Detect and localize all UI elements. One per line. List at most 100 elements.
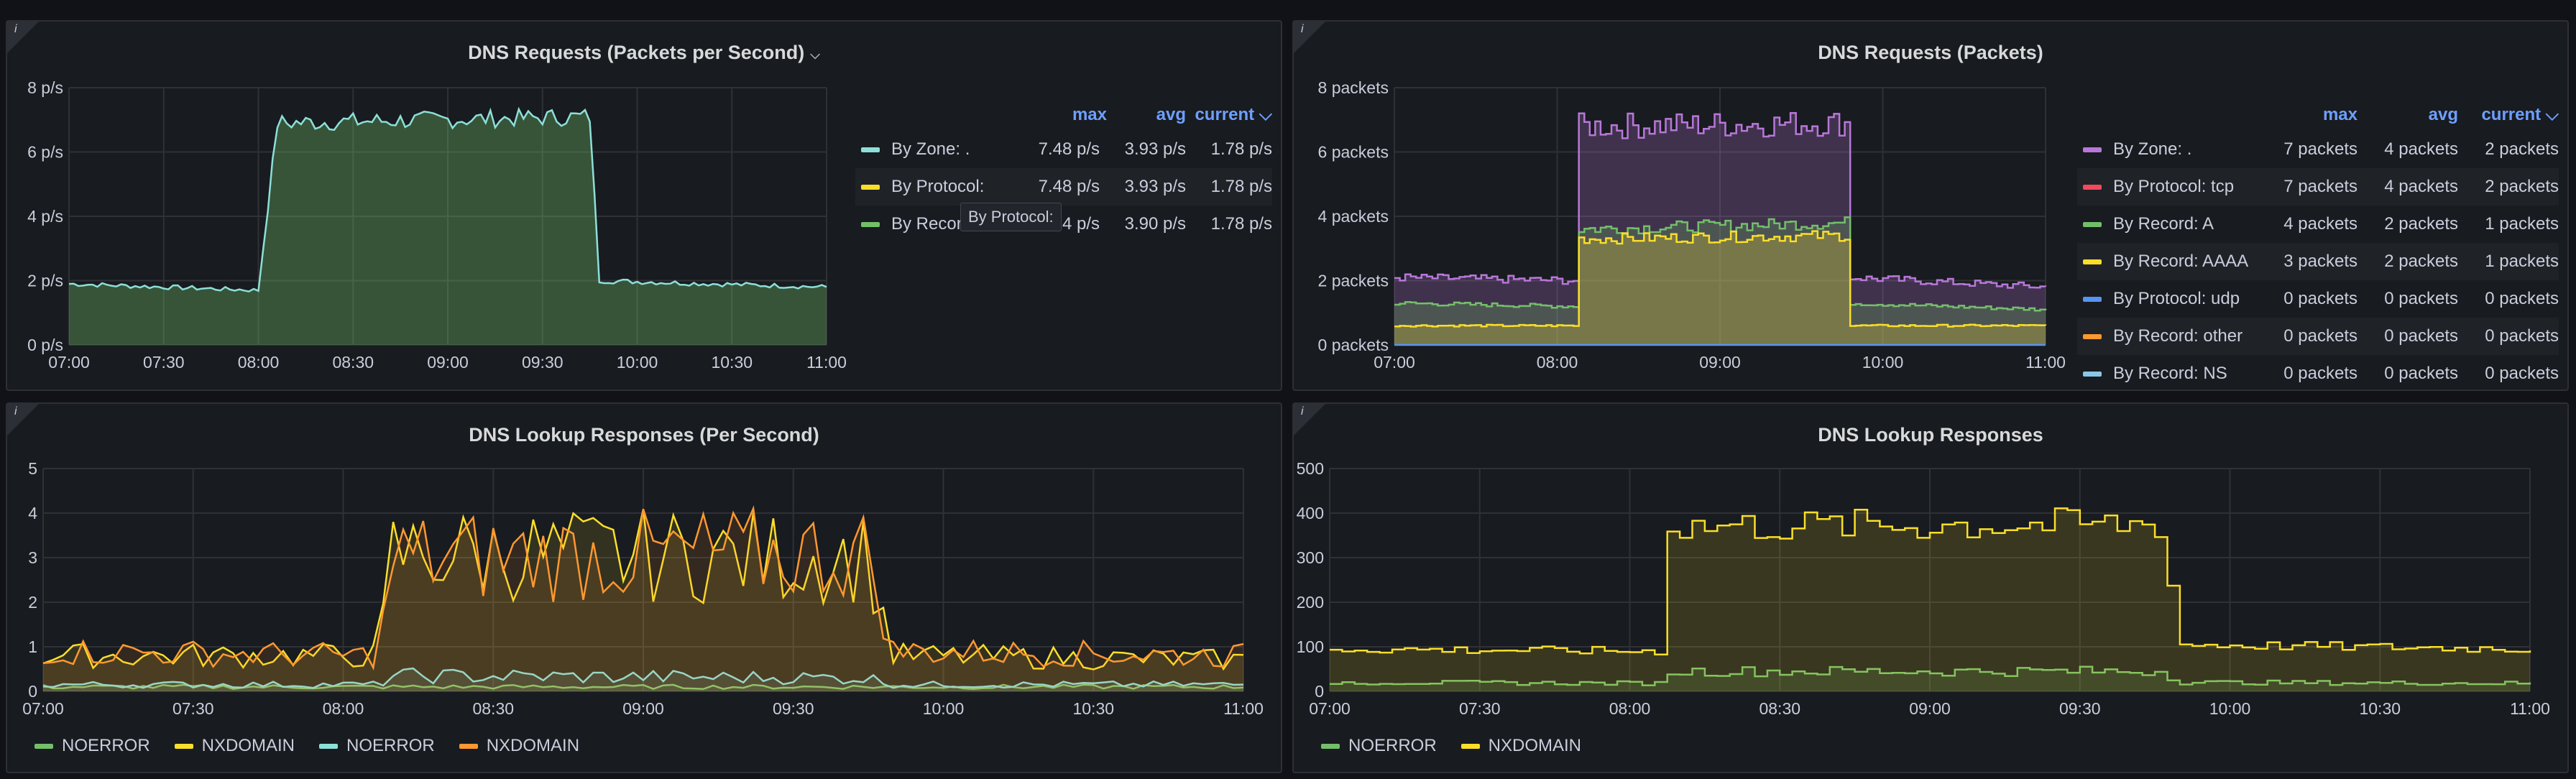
series-area xyxy=(43,668,1243,691)
chevron-down-icon[interactable]: ⌵ xyxy=(810,47,820,62)
legend-max-value: 7 packets xyxy=(2283,139,2358,159)
legend-row[interactable]: By Zone: . 7 packets 4 packets 2 packets xyxy=(2077,131,2559,168)
info-icon[interactable]: i xyxy=(1294,22,1325,53)
series-swatch[interactable] xyxy=(319,744,339,750)
x-tick-label: 08:30 xyxy=(1759,699,1800,718)
legend-series-name[interactable]: By Record: AAAA xyxy=(2113,252,2249,271)
panel-title[interactable]: DNS Lookup Responses xyxy=(1818,424,2043,446)
legend-series-name[interactable]: By Zone: . xyxy=(891,139,970,159)
legend-item[interactable]: NOERROR xyxy=(319,736,435,756)
legend-row[interactable]: By Protocol: udp 0 packets 0 packets 0 pack… xyxy=(2077,280,2559,318)
legend-series-name[interactable]: By Protocol: udp xyxy=(2113,289,2240,308)
legend-item[interactable]: NOERROR xyxy=(1321,736,1437,756)
chart-dns-requests-packets: 0 packets 2 packets 4 packets 6 packets 8 pa… xyxy=(1318,78,2066,372)
legend-header-avg[interactable]: avg xyxy=(2428,105,2458,124)
series-swatch[interactable] xyxy=(1460,744,1480,750)
legend-max-value: 7 packets xyxy=(2283,177,2358,196)
legend-item[interactable]: NXDOMAIN xyxy=(1460,736,1582,756)
legend-current-value: 1.78 p/s xyxy=(1210,214,1272,234)
legend-header-current[interactable]: current ⌵ xyxy=(2481,105,2559,124)
series-area xyxy=(1394,231,2046,345)
legend-series-name[interactable]: By Protocol: tcp xyxy=(2113,177,2235,196)
x-tick-label: 08:00 xyxy=(1609,699,1651,718)
info-icon[interactable]: i xyxy=(1294,404,1325,435)
legend-series-name[interactable]: By Protocol: xyxy=(891,177,985,196)
legend-series-name[interactable]: NOERROR xyxy=(1348,736,1437,755)
y-tick-label: 3 xyxy=(28,548,37,567)
series-line xyxy=(1394,216,2047,312)
series-swatch[interactable] xyxy=(174,744,193,750)
info-icon[interactable]: i xyxy=(7,22,39,53)
y-tick-label: 4 xyxy=(28,504,37,522)
legend-header-max[interactable]: max xyxy=(2322,105,2358,124)
legend-row[interactable]: By Protocol: 7.48 p/s 3.93 p/s 1.78 p/s xyxy=(855,168,1272,206)
legend-series-name[interactable]: NOERROR xyxy=(346,736,435,755)
series-swatch[interactable] xyxy=(2083,334,2102,339)
series-area xyxy=(1394,113,2046,346)
series-swatch[interactable] xyxy=(34,744,53,750)
legend-row[interactable]: By Record: 7.34 p/s 3.90 p/s 1.78 p/s xyxy=(855,206,1272,243)
legend-max-value: 0 packets xyxy=(2283,289,2358,308)
y-tick-label: 100 xyxy=(1297,637,1324,656)
x-tick-label: 09:00 xyxy=(622,699,664,718)
legend-series-name[interactable]: NOERROR xyxy=(62,736,150,755)
series-swatch[interactable] xyxy=(861,147,880,152)
series-swatch[interactable] xyxy=(861,222,880,227)
legend-series-name[interactable]: By Record: NS xyxy=(2113,364,2227,383)
series-line xyxy=(42,667,1244,689)
info-icon[interactable]: i xyxy=(7,404,39,435)
panel-title[interactable]: DNS Requests (Packets per Second) ⌵ xyxy=(468,42,820,63)
legend-max-value: 0 packets xyxy=(2283,364,2358,383)
panel-dns-lookup-responses-ps: i DNS Lookup Responses (Per Second) 0 1 2 3… xyxy=(6,402,1282,773)
series-swatch[interactable] xyxy=(1321,744,1340,750)
panel-title[interactable]: DNS Lookup Responses (Per Second) xyxy=(469,424,819,446)
legend-series-name[interactable]: By Record: A xyxy=(2113,214,2214,234)
legend-row[interactable]: By Record: A 4 packets 2 packets 1 packets xyxy=(2077,206,2559,243)
series-line xyxy=(1330,507,2531,656)
series-line xyxy=(42,504,1244,670)
legend-item[interactable]: NXDOMAIN xyxy=(174,736,295,756)
x-tick-label: 10:30 xyxy=(1072,699,1114,718)
legend-header-avg[interactable]: avg xyxy=(1156,105,1186,124)
legend-series-name[interactable]: NXDOMAIN xyxy=(201,736,295,755)
x-tick-label: 11:00 xyxy=(1223,699,1264,718)
y-tick-label: 6 packets xyxy=(1318,143,1389,162)
legend-series-name[interactable]: By Zone: . xyxy=(2113,139,2192,159)
legend-row[interactable]: By Zone: . 7.48 p/s 3.93 p/s 1.78 p/s xyxy=(855,131,1272,168)
legend-series-name[interactable]: By Record: other xyxy=(2113,326,2243,346)
series-swatch[interactable] xyxy=(2083,185,2102,190)
series-swatch[interactable] xyxy=(459,744,478,750)
legend-series-name[interactable]: NXDOMAIN xyxy=(1488,736,1582,755)
series-swatch[interactable] xyxy=(2083,147,2102,152)
legend-header-current[interactable]: current ⌵ xyxy=(1195,105,1272,124)
panel-title[interactable]: DNS Requests (Packets) xyxy=(1818,42,2043,63)
legend-max-value: 0 packets xyxy=(2283,326,2358,346)
series-swatch[interactable] xyxy=(2083,297,2102,302)
legend-current-value: 0 packets xyxy=(2485,326,2559,346)
chart-dns-lookup-responses: 0 100 200 300 400 500 07:00 07:30 08:00 08:30 09:0… xyxy=(1297,459,2550,718)
x-tick-label: 08:00 xyxy=(323,699,364,718)
panel-dns-requests-packets: i DNS Requests (Packets) 0 packets 2 pack… xyxy=(1292,20,2569,391)
x-tick-label: 08:00 xyxy=(1537,353,1578,372)
legend-item[interactable]: NXDOMAIN xyxy=(459,736,579,756)
y-tick-label: 400 xyxy=(1297,504,1324,522)
legend-item[interactable]: NOERROR xyxy=(34,736,150,756)
series-swatch[interactable] xyxy=(861,185,880,190)
y-tick-label: 200 xyxy=(1297,593,1324,612)
legend-row[interactable]: By Record: NS 0 packets 0 packets 0 packets xyxy=(2077,355,2559,392)
legend-row[interactable]: By Record: AAAA 3 packets 2 packets 1 packe… xyxy=(2077,243,2559,280)
legend-avg-value: 0 packets xyxy=(2384,326,2458,346)
x-tick-label: 09:30 xyxy=(2059,699,2101,718)
series-swatch[interactable] xyxy=(2083,222,2102,227)
legend-series-name[interactable]: NXDOMAIN xyxy=(486,736,580,755)
legend-current-value: 1 packets xyxy=(2485,252,2559,271)
legend-current-value: 1.78 p/s xyxy=(1210,139,1272,159)
y-tick-label: 5 xyxy=(28,459,37,478)
legend-row[interactable]: By Record: other 0 packets 0 packets 0 pack… xyxy=(2077,318,2559,355)
legend-row[interactable]: By Protocol: tcp 7 packets 4 packets 2 pack… xyxy=(2077,168,2559,206)
series-swatch[interactable] xyxy=(2083,259,2102,264)
panel-dns-lookup-responses: i DNS Lookup Responses 0 100 200 300 400 500 0… xyxy=(1292,402,2569,773)
x-tick-label: 08:00 xyxy=(238,353,280,372)
series-swatch[interactable] xyxy=(2083,372,2102,377)
legend-header-max[interactable]: max xyxy=(1072,105,1107,124)
